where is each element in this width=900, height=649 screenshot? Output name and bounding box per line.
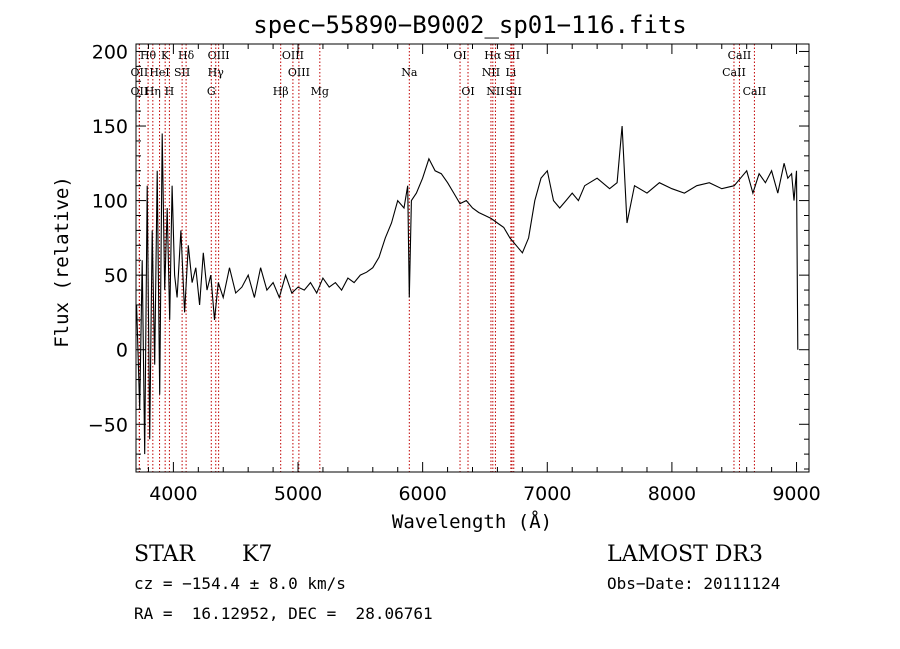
spectral-line-label-2: Hδ	[178, 49, 195, 62]
spectral-line-label-13: OIII	[288, 66, 310, 79]
spectral-line-label-19: Hη	[145, 85, 161, 98]
spectral-line-label-23: Mg	[311, 85, 329, 98]
y-tick-label-150: 150	[92, 116, 128, 138]
survey-name: LAMOST DR3	[607, 542, 763, 567]
coordinates: RA = 16.12952, DEC = 28.06761	[134, 604, 433, 623]
spectral-line-label-5: OI	[453, 49, 466, 62]
y-tick-label-0: 0	[116, 340, 128, 362]
spectral-line-label-27: CaII	[743, 85, 767, 98]
spectral-line-label-22: Hβ	[273, 85, 289, 98]
spectral-line-label-4: OIII	[282, 49, 304, 62]
redshift-value: cz = −154.4 ± 8.0 km/s	[134, 574, 346, 593]
y-axis-label: Flux (relative)	[51, 176, 73, 348]
x-tick-label-4000: 4000	[149, 483, 197, 505]
spectral-line-label-16: Li	[505, 66, 516, 79]
x-axis-label: Wavelength (Å)	[392, 510, 552, 533]
spectral-line-label-26: SII	[506, 85, 522, 98]
spectral-line-label-3: OIII	[208, 49, 230, 62]
axis-ticks: 4000 5000 6000 7000 8000 9000 −50 0 50 100 150 200	[88, 41, 821, 505]
chart-title: spec−55890−B9002_sp01−116.fits	[253, 11, 686, 39]
spectral-line-label-0: Hθ	[140, 49, 157, 62]
spectral-line-label-11: SII	[174, 66, 190, 79]
spectral-line-label-7: SII	[504, 49, 520, 62]
x-tick-label-9000: 9000	[772, 483, 820, 505]
spectral-line-label-21: G	[207, 85, 216, 98]
spectral-line-label-20: H	[165, 85, 175, 98]
object-subclass: K7	[242, 542, 272, 567]
spectral-line-label-6: Hα	[484, 49, 502, 62]
y-tick-label-50: 50	[104, 265, 128, 287]
spectral-line-label-12: Hγ	[208, 66, 225, 79]
x-tick-label-6000: 6000	[398, 483, 446, 505]
spectral-line-label-25: NII	[486, 85, 504, 98]
spectral-line-label-15: NII	[482, 66, 500, 79]
spectral-line-label-14: Na	[401, 66, 418, 79]
spectrum-series-line	[136, 125, 799, 455]
y-tick-label--50: −50	[88, 414, 128, 436]
plot-frame	[135, 43, 810, 473]
spectral-line-label-24: OI	[461, 85, 474, 98]
spectral-line-label-8: CaII	[728, 49, 752, 62]
spectral-line-label-17: CaII	[722, 66, 746, 79]
spectral-line-label-1: K	[161, 49, 170, 62]
spectral-line-label-10: HeI	[149, 66, 169, 79]
y-tick-label-100: 100	[92, 191, 128, 213]
spectral-line-label-18: OII	[131, 85, 149, 98]
x-tick-label-7000: 7000	[523, 483, 571, 505]
x-tick-label-8000: 8000	[648, 483, 696, 505]
object-class: STAR	[134, 542, 196, 567]
x-tick-label-5000: 5000	[274, 483, 322, 505]
y-tick-label-200: 200	[92, 41, 128, 63]
observation-date: Obs−Date: 20111124	[607, 574, 780, 593]
